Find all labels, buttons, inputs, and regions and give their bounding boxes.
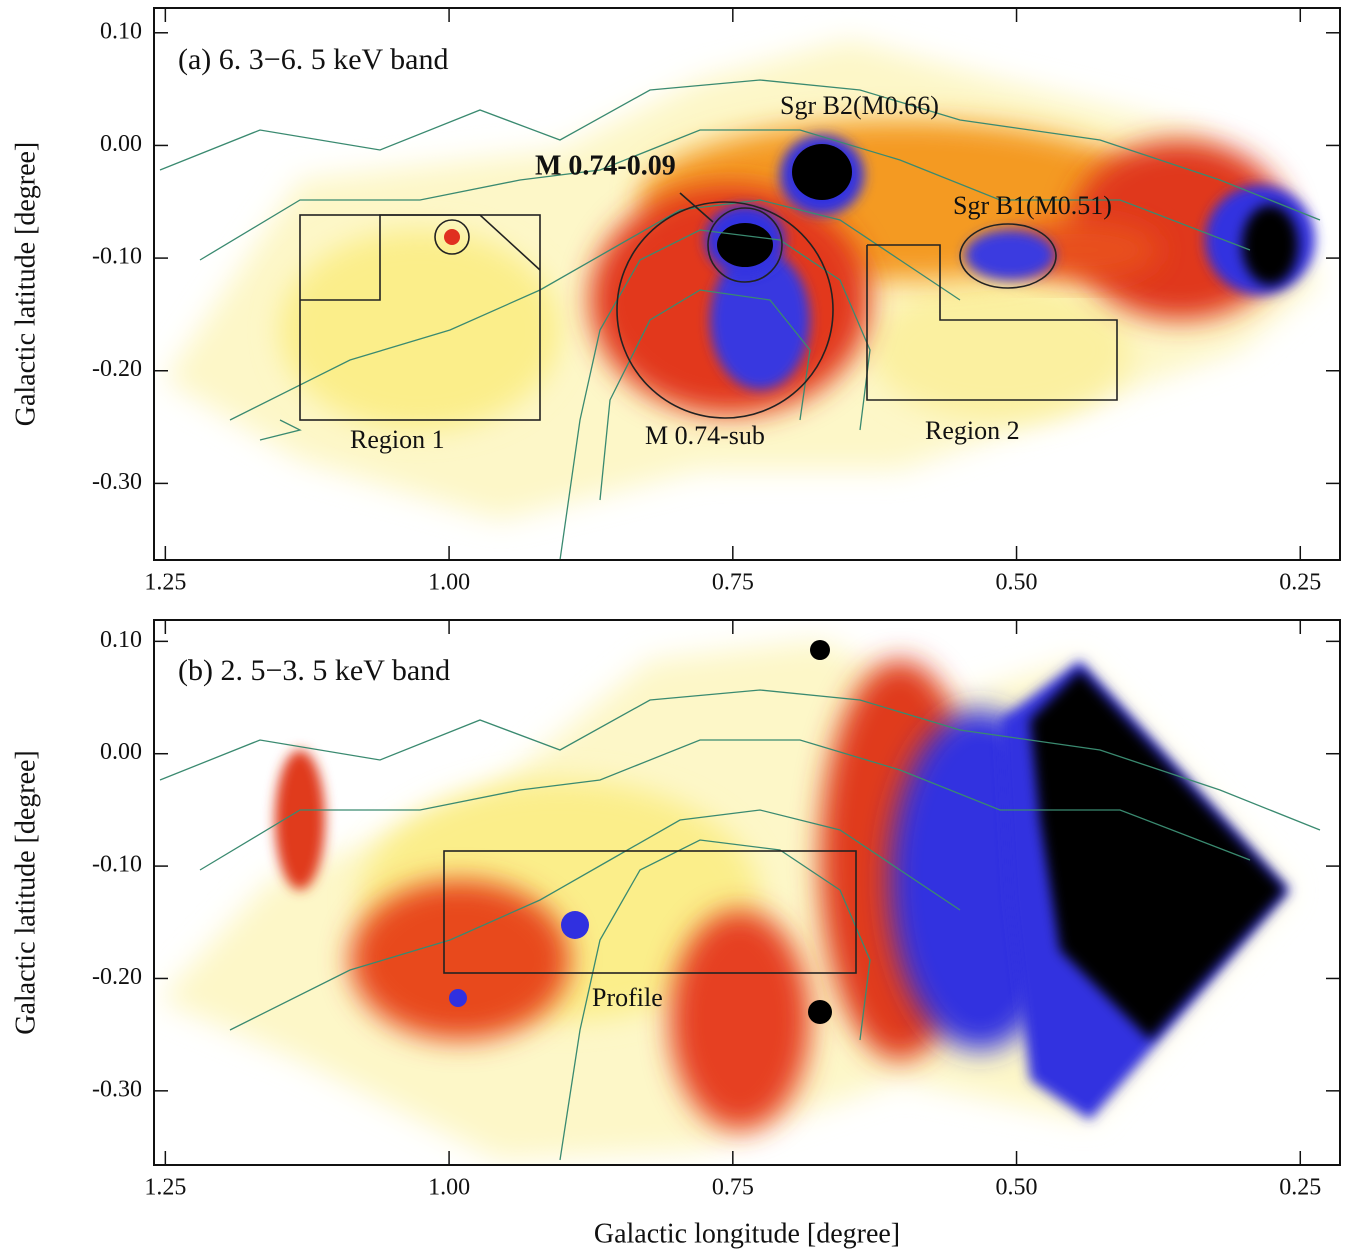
image-a bbox=[159, 40, 1321, 560]
x-axis-label: Galactic longitude [degree] bbox=[594, 1218, 900, 1249]
y-axis-label: Galactic latitude [degree] bbox=[10, 750, 41, 1035]
annotation: Profile bbox=[592, 983, 663, 1012]
y-tick-label: 0.00 bbox=[100, 131, 142, 157]
y-tick-label: -0.20 bbox=[92, 356, 142, 382]
y-tick-label: 0.10 bbox=[100, 18, 142, 44]
x-tick-label: 0.25 bbox=[1279, 570, 1321, 596]
annotation: Region 1 bbox=[350, 425, 445, 454]
x-tick-label: 1.00 bbox=[428, 1175, 470, 1201]
plot-frame bbox=[153, 619, 1341, 1166]
annotation: M 0.74-sub bbox=[645, 421, 765, 450]
annotation: Sgr B1(M0.51) bbox=[953, 191, 1112, 220]
x-tick-label: 0.50 bbox=[996, 1175, 1038, 1201]
panel-label: (b) 2. 5−3. 5 keV band bbox=[178, 654, 450, 687]
x-tick-label: 0.75 bbox=[712, 570, 754, 596]
plot-frame bbox=[153, 7, 1341, 561]
x-tick-label: 0.50 bbox=[996, 570, 1038, 596]
image-b bbox=[159, 640, 1321, 1161]
annotation: M 0.74-0.09 bbox=[535, 150, 676, 181]
x-tick-label: 0.75 bbox=[712, 1175, 754, 1201]
x-tick-label: 1.25 bbox=[144, 1175, 186, 1201]
y-tick-label: -0.30 bbox=[92, 469, 142, 495]
y-tick-label: -0.10 bbox=[92, 852, 142, 878]
panel-label: (a) 6. 3−6. 5 keV band bbox=[178, 43, 448, 76]
annotation: Sgr B2(M0.66) bbox=[780, 91, 939, 120]
y-tick-label: -0.20 bbox=[92, 964, 142, 990]
y-tick-label: 0.00 bbox=[100, 739, 142, 765]
x-tick-label: 0.25 bbox=[1279, 1175, 1321, 1201]
x-tick-label: 1.25 bbox=[144, 570, 186, 596]
y-tick-label: 0.10 bbox=[100, 627, 142, 653]
y-axis-label: Galactic latitude [degree] bbox=[10, 142, 41, 427]
y-tick-label: -0.30 bbox=[92, 1076, 142, 1102]
annotation: Region 2 bbox=[925, 416, 1020, 445]
y-tick-label: -0.10 bbox=[92, 244, 142, 270]
x-tick-label: 1.00 bbox=[428, 570, 470, 596]
